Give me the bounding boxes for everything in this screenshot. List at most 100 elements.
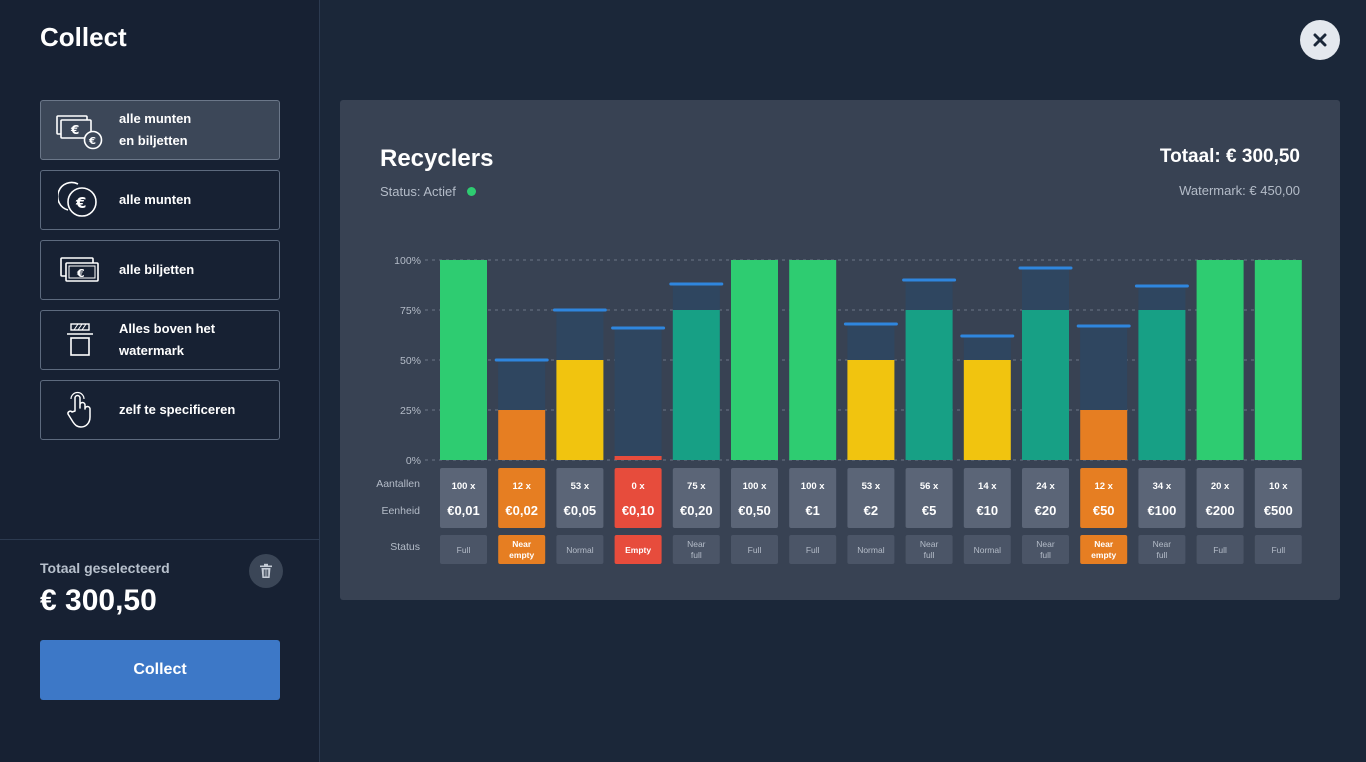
trash-icon [260, 563, 272, 578]
denomination-box [789, 468, 837, 528]
status-label: Normal [857, 545, 885, 555]
y-tick-label: 50% [400, 355, 421, 367]
y-tick-label: 100% [394, 255, 421, 267]
status-label: full [1040, 550, 1051, 560]
denomination-box [1138, 468, 1186, 528]
denomination-label: €1 [805, 503, 819, 518]
denomination-label: €100 [1147, 503, 1176, 518]
status-box [1254, 535, 1302, 564]
option-above-watermark[interactable]: Alles boven het watermark [40, 310, 280, 370]
denomination-box [498, 468, 546, 528]
count-label: 100 x [801, 481, 825, 492]
option-all-coins-and-notes[interactable]: € € alle munten en biljetten [40, 100, 280, 160]
status-label: full [691, 550, 702, 560]
status-box [1022, 535, 1069, 564]
status-label: empty [1091, 550, 1116, 560]
status-label: Near [687, 539, 706, 549]
panel-watermark: Watermark: € 450,00 [1179, 183, 1300, 198]
denomination-label: €0,10 [622, 503, 655, 518]
denomination-box [614, 468, 662, 528]
bar-fill-11 [1080, 410, 1128, 460]
count-label: 100 x [452, 481, 476, 492]
clear-selection-button[interactable] [249, 554, 283, 588]
status-box [731, 535, 778, 564]
status-box [1080, 535, 1128, 564]
bar-fill-7 [847, 360, 895, 460]
bar-fill-6 [789, 260, 837, 460]
count-label: 12 x [512, 481, 531, 492]
bar-fill-1 [498, 410, 546, 460]
denomination-box [731, 468, 778, 528]
hand-pointer-icon [41, 381, 119, 439]
denomination-box [905, 468, 953, 528]
status-box [1196, 535, 1244, 564]
panel-status: Status: Actief [380, 184, 476, 199]
bar-fill-4 [672, 310, 720, 460]
status-box [672, 535, 720, 564]
option-all-coins[interactable]: € alle munten [40, 170, 280, 230]
status-label: Full [1271, 545, 1285, 555]
bar-fill-0 [440, 260, 487, 460]
svg-text:€: € [75, 194, 86, 212]
count-label: 75 x [687, 481, 706, 492]
panel-total: Totaal: € 300,50 [1159, 146, 1300, 167]
denomination-box [1196, 468, 1244, 528]
count-label: 14 x [978, 481, 997, 492]
denomination-label: €5 [922, 503, 936, 518]
status-box [556, 535, 604, 564]
status-label: Empty [625, 545, 651, 555]
collect-button[interactable]: Collect [40, 640, 280, 700]
option-label: alle munten en biljetten [119, 111, 192, 148]
status-label: full [924, 550, 935, 560]
status-label: full [1156, 550, 1167, 560]
status-box [847, 535, 895, 564]
status-label: Near [512, 539, 532, 549]
status-box [905, 535, 953, 564]
count-label: 53 x [862, 481, 881, 492]
count-label: 0 x [631, 481, 645, 492]
close-icon [1313, 33, 1327, 47]
status-box [614, 535, 662, 564]
bar-fill-13 [1196, 260, 1244, 460]
banknotes-icon: € [41, 241, 119, 299]
count-label: 100 x [743, 481, 767, 492]
svg-text:€: € [76, 267, 85, 280]
status-label: Near [1094, 539, 1114, 549]
close-button[interactable] [1300, 20, 1340, 60]
count-label: 10 x [1269, 481, 1288, 492]
bar-fill-8 [905, 310, 953, 460]
recyclers-chart: 100% 75% 50% 25% 0% 100 x €0,01 Full 12 x €0,02 Ne… [394, 255, 1302, 564]
denomination-box [1254, 468, 1302, 528]
row-label-counts: Aantallen [376, 478, 420, 490]
bar-fill-2 [556, 360, 604, 460]
option-all-notes[interactable]: € alle biljetten [40, 240, 280, 300]
status-label: Near [920, 539, 939, 549]
status-label: Normal [566, 545, 594, 555]
total-selected-label: Totaal geselecteerd [40, 560, 170, 576]
total-selected-value: € 300,50 [40, 584, 157, 617]
count-label: 20 x [1211, 481, 1230, 492]
denomination-box [672, 468, 720, 528]
status-active-dot [466, 187, 476, 196]
status-label: Normal [974, 545, 1002, 555]
status-label: Full [748, 545, 762, 555]
denomination-label: €200 [1206, 503, 1235, 518]
option-custom[interactable]: zelf te specificeren [40, 380, 280, 440]
svg-text:€: € [70, 123, 79, 137]
denomination-box [1022, 468, 1069, 528]
bar-fill-14 [1254, 260, 1302, 460]
status-label: Full [457, 545, 471, 555]
status-label: Near [1036, 539, 1055, 549]
denomination-label: €0,02 [505, 503, 538, 518]
sidebar: Collect € € alle munten en biljetten € [0, 0, 320, 762]
count-label: 12 x [1094, 481, 1113, 492]
denomination-box [1080, 468, 1128, 528]
denomination-label: €50 [1093, 503, 1115, 518]
denomination-label: €500 [1264, 503, 1293, 518]
denomination-box [556, 468, 604, 528]
bar-fill-12 [1138, 310, 1186, 460]
status-label: Full [1213, 545, 1227, 555]
row-label-unit: Eenheid [381, 505, 420, 517]
option-label: Alles boven het watermark [119, 321, 216, 358]
bar-fill-9 [963, 360, 1011, 460]
